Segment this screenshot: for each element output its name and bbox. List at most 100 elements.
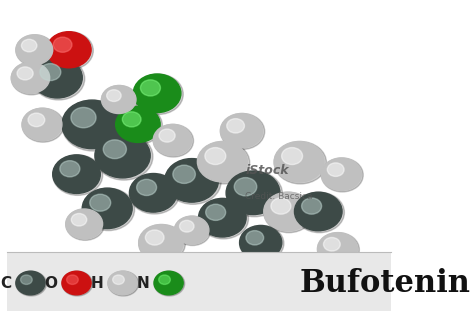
Circle shape	[116, 106, 163, 144]
Circle shape	[206, 204, 226, 220]
Circle shape	[95, 133, 153, 180]
Circle shape	[146, 230, 164, 245]
Circle shape	[299, 258, 313, 269]
Circle shape	[174, 216, 209, 244]
Circle shape	[67, 275, 78, 285]
Circle shape	[101, 86, 138, 115]
Circle shape	[220, 114, 263, 148]
Circle shape	[62, 100, 122, 149]
Circle shape	[108, 271, 138, 296]
Circle shape	[40, 64, 61, 81]
Circle shape	[22, 108, 62, 141]
Circle shape	[165, 159, 219, 202]
Circle shape	[32, 58, 85, 100]
Circle shape	[139, 225, 183, 261]
Text: C: C	[0, 276, 11, 290]
Circle shape	[66, 209, 104, 240]
Circle shape	[16, 271, 45, 295]
Circle shape	[239, 225, 282, 260]
Circle shape	[321, 158, 361, 190]
Circle shape	[234, 178, 257, 196]
Circle shape	[293, 253, 328, 281]
Circle shape	[274, 142, 324, 182]
Circle shape	[154, 271, 185, 296]
Circle shape	[165, 159, 221, 204]
Circle shape	[17, 67, 33, 80]
Circle shape	[264, 192, 311, 231]
Circle shape	[32, 58, 82, 98]
Circle shape	[46, 32, 91, 68]
Circle shape	[137, 179, 156, 196]
Circle shape	[267, 263, 283, 276]
Circle shape	[116, 106, 160, 142]
Circle shape	[133, 74, 183, 114]
Circle shape	[103, 140, 127, 159]
Circle shape	[90, 194, 111, 211]
Circle shape	[140, 80, 160, 96]
Circle shape	[101, 86, 136, 114]
Circle shape	[264, 192, 314, 233]
Circle shape	[129, 174, 180, 214]
Circle shape	[173, 165, 195, 183]
Circle shape	[246, 231, 264, 245]
Circle shape	[199, 198, 248, 239]
Circle shape	[318, 233, 357, 265]
Text: N: N	[137, 276, 149, 290]
Circle shape	[16, 35, 53, 65]
Circle shape	[95, 133, 150, 178]
Circle shape	[294, 192, 345, 233]
Bar	[8, 252, 391, 311]
Circle shape	[62, 271, 91, 295]
Circle shape	[16, 271, 46, 296]
Circle shape	[197, 142, 250, 184]
Circle shape	[180, 220, 194, 232]
Circle shape	[197, 142, 247, 182]
Circle shape	[122, 112, 141, 127]
Circle shape	[20, 275, 32, 285]
Circle shape	[262, 259, 300, 290]
Circle shape	[21, 39, 37, 52]
Circle shape	[113, 275, 124, 285]
Circle shape	[133, 74, 181, 113]
Circle shape	[153, 124, 191, 156]
Circle shape	[159, 275, 170, 285]
Circle shape	[53, 155, 100, 193]
Circle shape	[46, 32, 93, 70]
Circle shape	[271, 198, 291, 214]
Circle shape	[66, 209, 102, 239]
Circle shape	[323, 238, 340, 251]
Circle shape	[239, 225, 284, 261]
Circle shape	[71, 213, 87, 226]
Text: H: H	[91, 276, 103, 290]
Circle shape	[159, 129, 175, 142]
Text: iStock: iStock	[246, 164, 289, 177]
Circle shape	[28, 113, 45, 127]
Circle shape	[226, 171, 280, 215]
Circle shape	[199, 198, 246, 237]
Circle shape	[226, 171, 283, 217]
Circle shape	[11, 62, 50, 93]
Circle shape	[321, 158, 363, 192]
Circle shape	[16, 35, 55, 66]
Circle shape	[71, 107, 96, 128]
Circle shape	[107, 90, 121, 101]
Circle shape	[318, 233, 359, 267]
Circle shape	[205, 148, 226, 165]
Circle shape	[220, 114, 265, 150]
Circle shape	[53, 155, 103, 195]
Text: O: O	[45, 276, 57, 290]
Circle shape	[82, 188, 132, 229]
Circle shape	[62, 271, 92, 296]
Circle shape	[282, 148, 302, 165]
Circle shape	[301, 198, 321, 214]
Circle shape	[153, 124, 193, 157]
Circle shape	[328, 163, 344, 176]
Circle shape	[62, 100, 125, 151]
Text: Credit: Bacsica: Credit: Bacsica	[246, 192, 313, 201]
Circle shape	[82, 188, 135, 231]
Circle shape	[294, 192, 342, 231]
Circle shape	[227, 119, 245, 133]
Circle shape	[139, 225, 185, 262]
Circle shape	[154, 271, 183, 295]
Circle shape	[22, 108, 64, 142]
